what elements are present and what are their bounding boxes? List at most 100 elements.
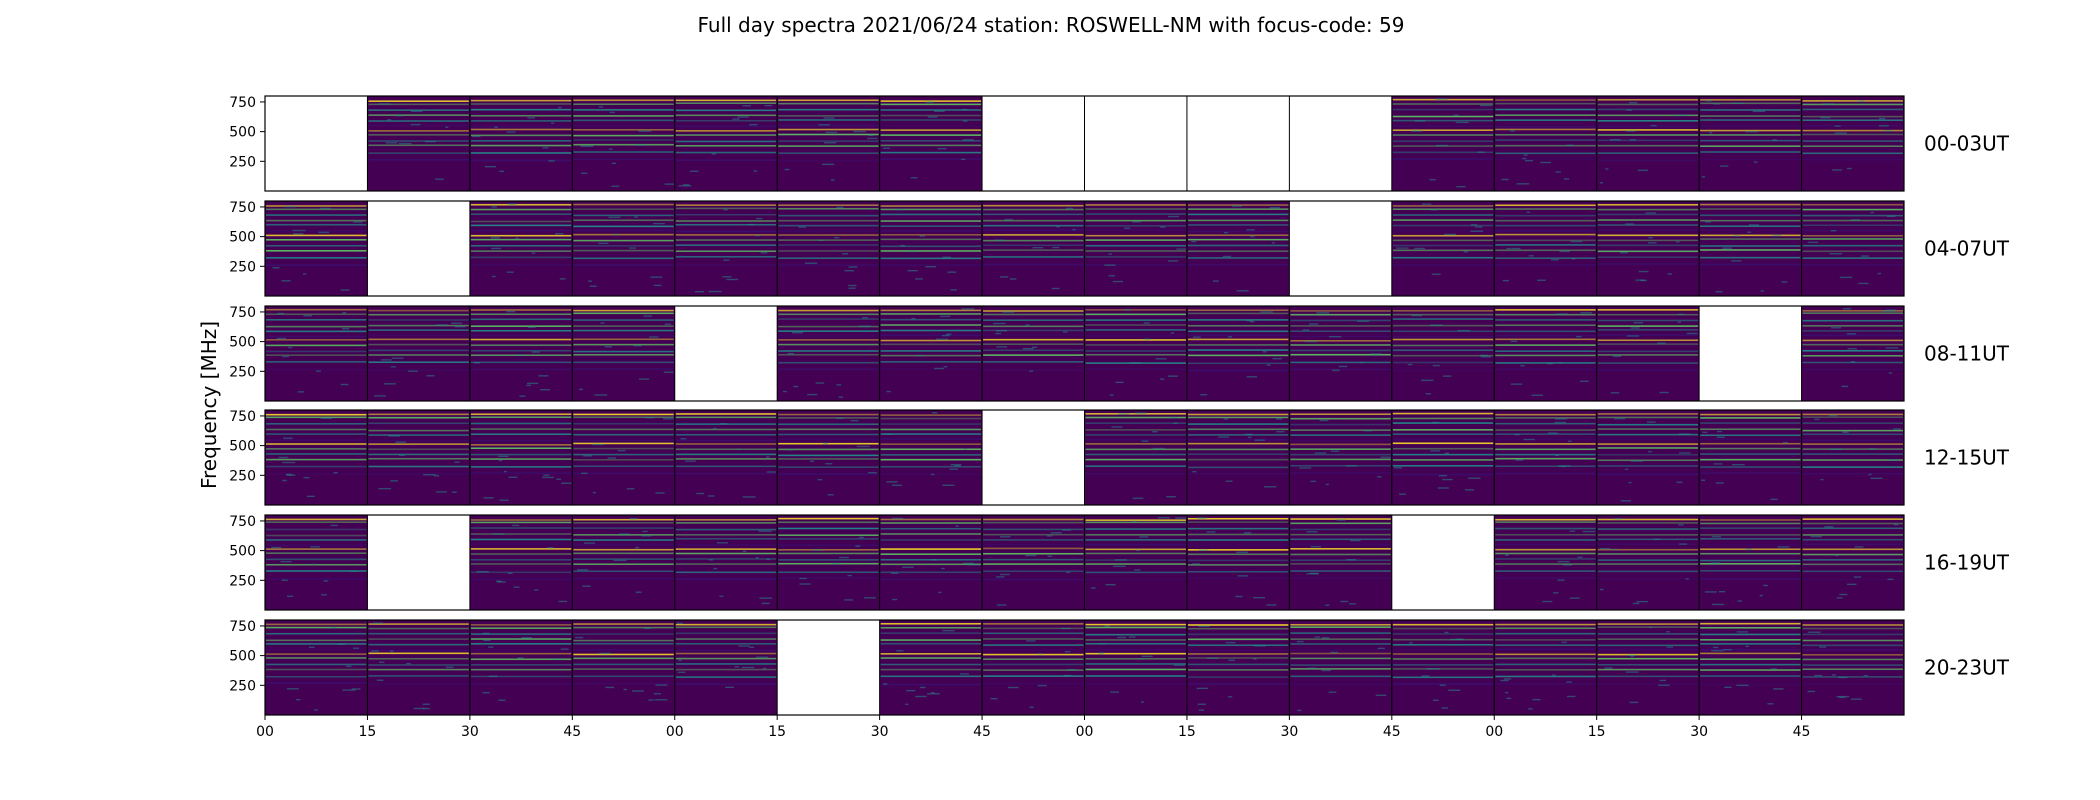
noise-streak: [527, 326, 536, 328]
noise-streak: [527, 117, 536, 119]
spectral-line: [880, 264, 982, 266]
spectral-line: [1187, 527, 1289, 530]
spectral-line: [880, 683, 982, 686]
spectral-line: [1597, 563, 1699, 565]
spectral-line: [368, 324, 469, 327]
spectral-line: [1802, 548, 1903, 551]
noise-streak: [1444, 631, 1449, 634]
spectral-line: [1597, 354, 1699, 356]
noise-streak: [1747, 231, 1752, 233]
noise-streak: [1037, 684, 1047, 687]
noise-streak: [1612, 355, 1622, 358]
spectral-line: [266, 443, 367, 445]
spectral-line: [880, 208, 982, 211]
noise-streak: [278, 456, 289, 459]
spectral-line: [573, 447, 674, 450]
noise-streak: [1547, 432, 1558, 434]
spectral-line: [470, 638, 572, 640]
spectral-line: [778, 159, 879, 162]
spectral-line: [1290, 683, 1391, 686]
noise-streak: [276, 337, 287, 340]
noise-streak: [1704, 591, 1717, 593]
spectral-line: [1700, 442, 1801, 445]
spectral-line: [880, 324, 982, 326]
noise-streak: [608, 216, 621, 219]
spectral-line: [1187, 466, 1289, 469]
spectral-line: [368, 675, 469, 677]
spectral-line: [1802, 413, 1903, 416]
noise-streak: [1558, 465, 1571, 467]
noise-streak: [1838, 696, 1846, 699]
spectral-line: [1085, 443, 1186, 445]
spectrum-cell: [1186, 620, 1290, 715]
noise-streak: [1679, 543, 1688, 545]
noise-streak: [1000, 276, 1009, 278]
noise-streak: [1117, 636, 1127, 639]
noise-streak: [542, 147, 549, 149]
noise-streak: [1745, 130, 1758, 133]
noise-streak: [1557, 579, 1565, 581]
spectral-line: [1597, 334, 1699, 336]
noise-streak: [1570, 240, 1583, 243]
noise-streak: [1547, 362, 1554, 365]
noise-streak: [1834, 132, 1847, 134]
spectral-line: [266, 257, 367, 259]
noise-streak: [499, 499, 509, 501]
spectral-line: [1085, 448, 1186, 451]
spectral-line: [1802, 263, 1903, 266]
spectrum-cell: [1699, 96, 1802, 191]
spectral-line: [1085, 668, 1186, 671]
spectral-line: [266, 413, 367, 416]
spectral-line: [1187, 657, 1289, 659]
noise-streak: [726, 278, 739, 281]
noise-streak: [676, 622, 683, 625]
spectral-line: [1187, 344, 1289, 346]
noise-streak: [793, 385, 799, 388]
spectral-line: [1085, 465, 1186, 467]
spectral-line: [1392, 473, 1494, 476]
spectral-line: [1802, 648, 1903, 651]
spectral-line: [1085, 234, 1186, 237]
spectral-lines: [880, 100, 982, 179]
spectral-line: [675, 458, 777, 460]
noise-streak: [1453, 114, 1459, 116]
noise-streak: [1614, 417, 1626, 420]
missing-cell: [1391, 515, 1495, 610]
spectral-line: [470, 578, 572, 581]
spectrum-cell: [982, 201, 1085, 296]
spectral-line: [266, 663, 367, 666]
noise-streak: [1610, 138, 1621, 141]
noise-streak: [1505, 554, 1509, 556]
spectral-line: [573, 109, 674, 111]
noise-streak: [1457, 329, 1471, 332]
noise-streak: [1514, 433, 1520, 436]
missing-cell: [265, 96, 368, 191]
noise-streak: [1328, 691, 1337, 693]
noise-streak: [1443, 233, 1456, 236]
noise-streak: [1206, 531, 1216, 533]
noise-streak: [506, 310, 516, 313]
spectral-line: [1290, 664, 1391, 666]
spectral-line: [266, 682, 367, 684]
spectral-line: [675, 657, 777, 660]
spectral-line: [470, 128, 572, 131]
spectral-line: [778, 119, 879, 121]
spectral-line: [1392, 230, 1494, 232]
noise-streak: [1350, 539, 1361, 542]
noise-streak: [1306, 531, 1318, 533]
spectral-lines: [1597, 203, 1699, 282]
noise-streak: [722, 276, 732, 278]
noise-streak: [1831, 327, 1841, 329]
spectral-line: [266, 458, 367, 461]
spectral-line: [573, 338, 674, 341]
spectral-line: [880, 230, 982, 232]
noise-streak: [1884, 130, 1893, 132]
spectral-line: [1187, 428, 1289, 431]
spectral-line: [1802, 250, 1903, 253]
spectral-line: [1187, 423, 1289, 425]
noise-streak: [996, 346, 1008, 348]
noise-streak: [1540, 161, 1552, 164]
noise-streak: [1316, 312, 1330, 314]
spectral-line: [1392, 633, 1494, 635]
noise-streak: [507, 203, 516, 205]
